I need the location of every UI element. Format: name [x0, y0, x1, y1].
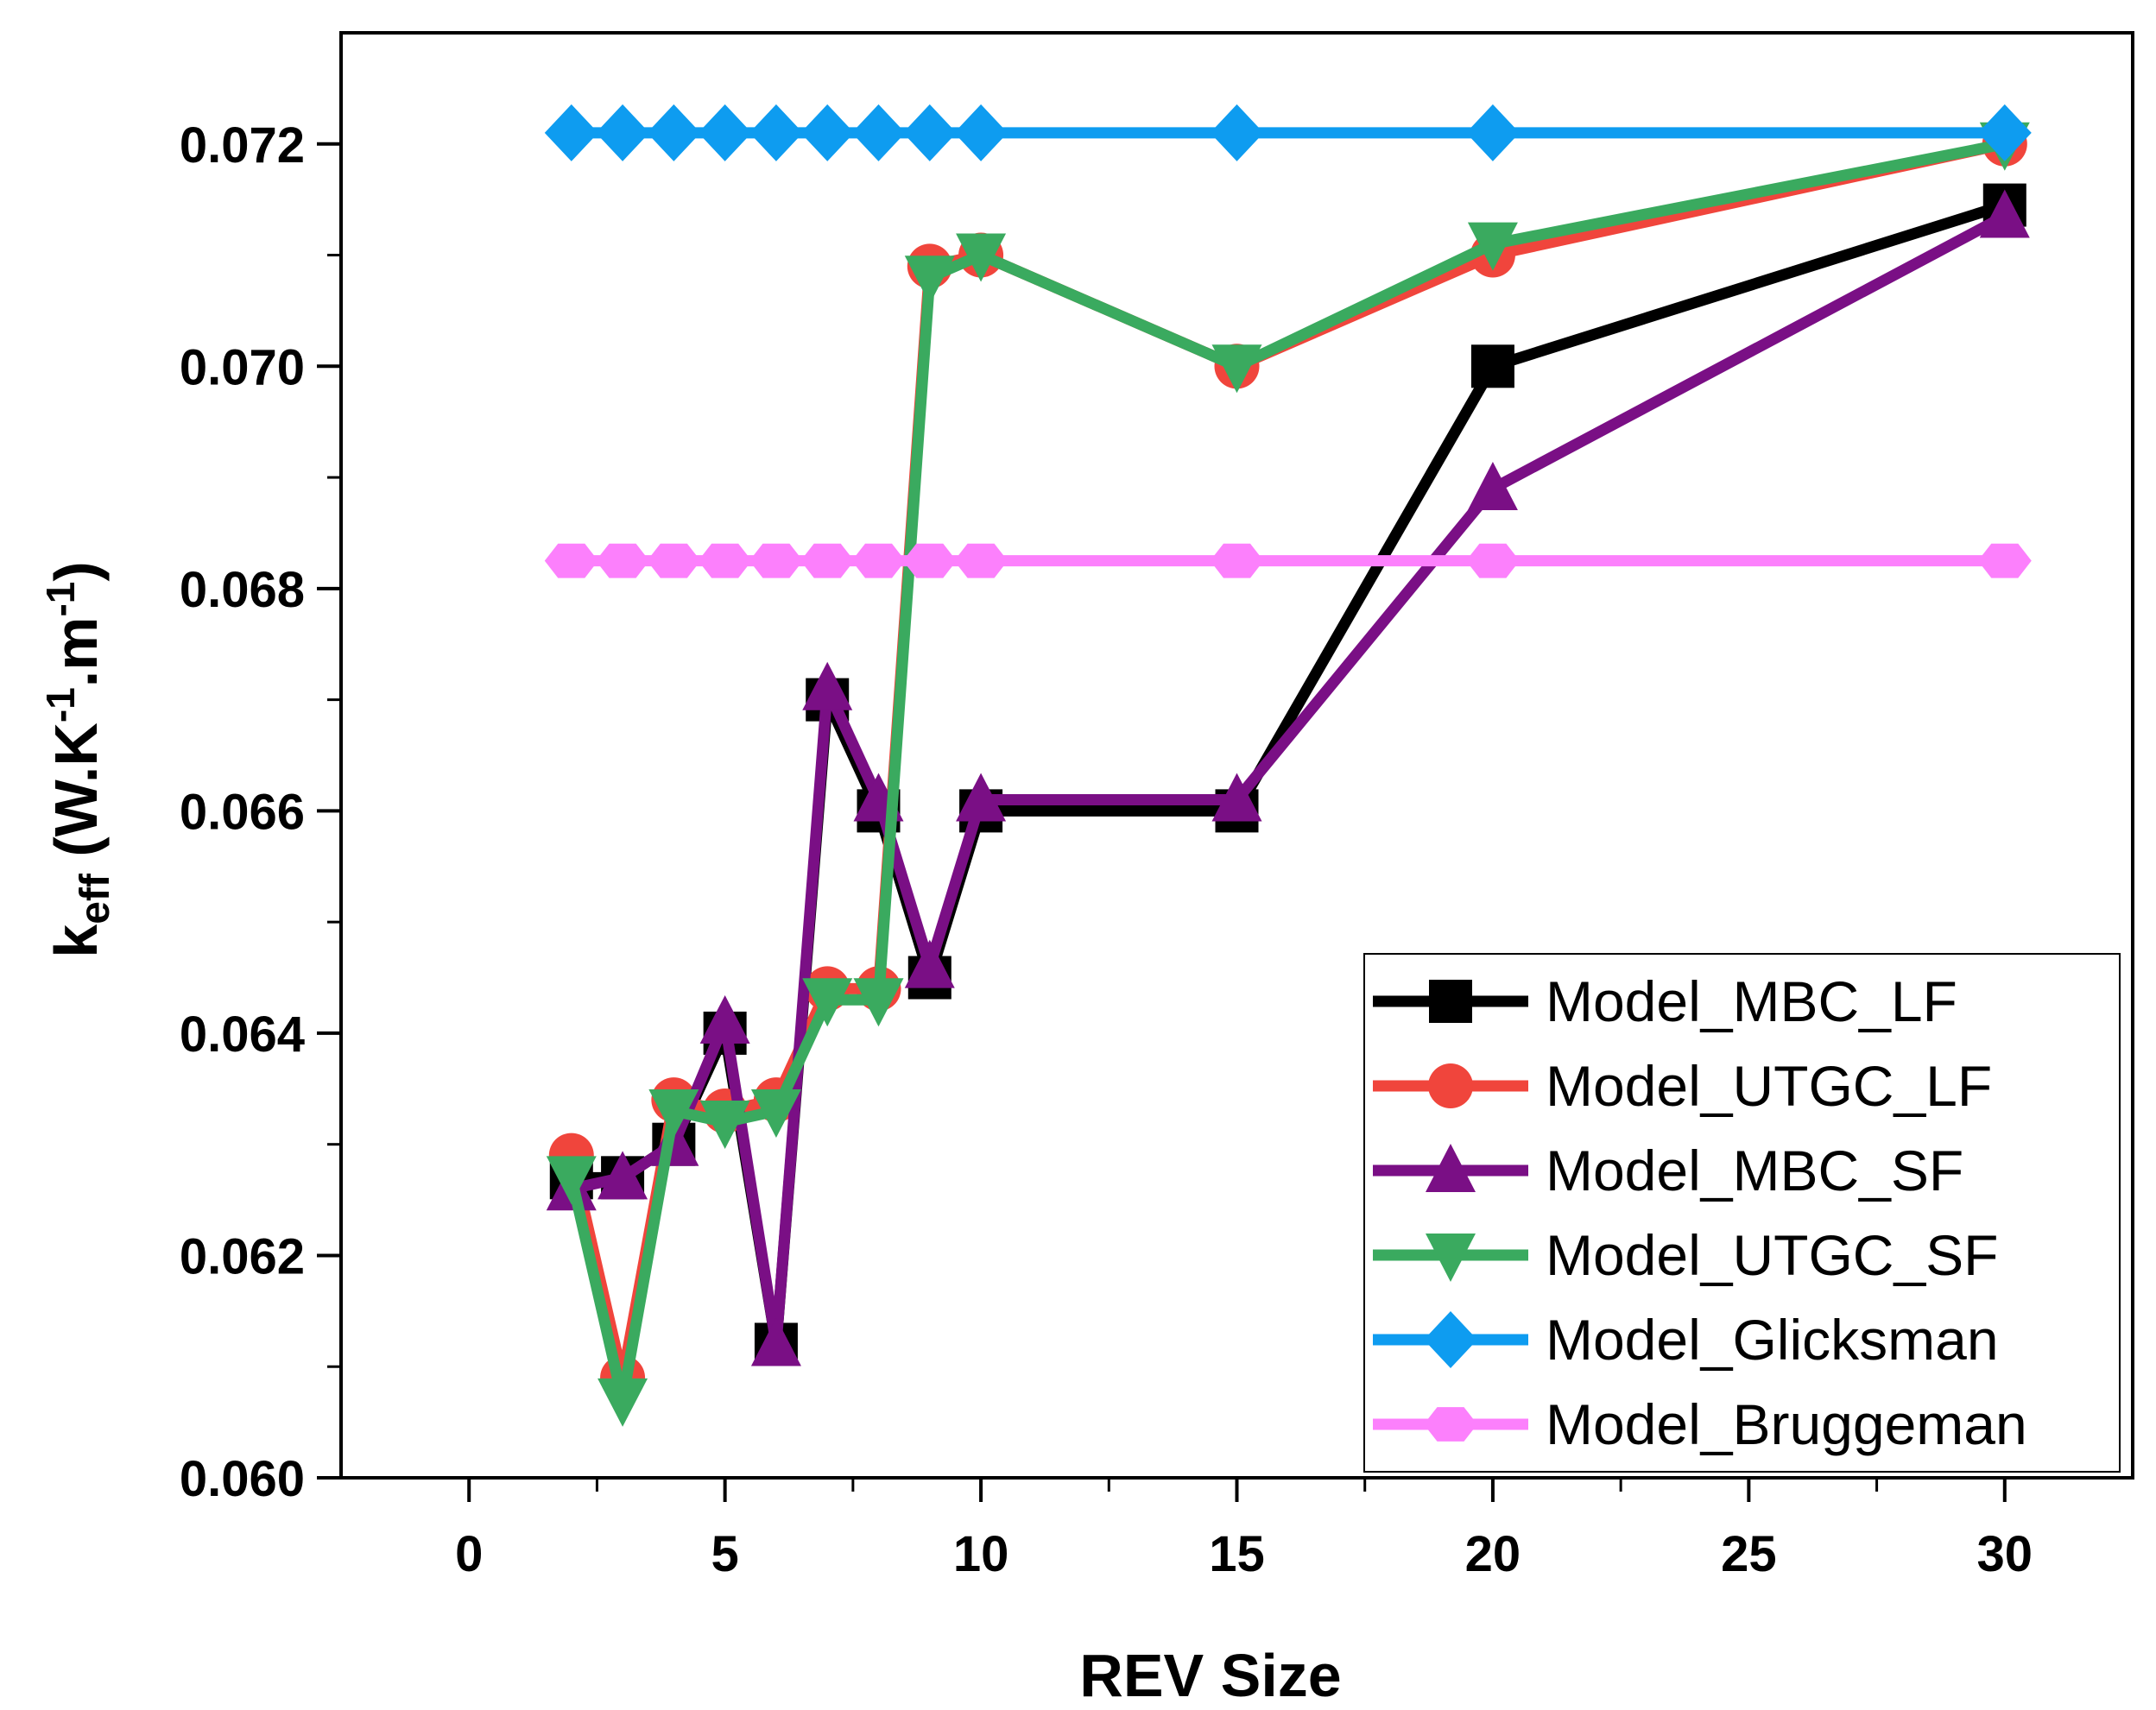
y-axis-ticks: 0.060 0.062 0.064 0.066 0.068 0.070 0.072 — [180, 117, 341, 1507]
data-point — [956, 773, 1007, 822]
data-point — [699, 1100, 750, 1149]
data-point — [1211, 773, 1262, 822]
y-axis-title-exp1: -1 — [38, 687, 83, 722]
series-line — [566, 138, 2007, 1406]
legend-item: Model_Bruggeman — [1373, 1392, 2027, 1456]
legend-item: Model_UTGC_SF — [1373, 1223, 1999, 1287]
data-point — [851, 543, 906, 578]
legend-label: Model_UTGC_LF — [1546, 1054, 1992, 1118]
data-point — [1467, 461, 1518, 510]
x-tick-label: 20 — [1465, 1526, 1521, 1582]
data-point — [800, 543, 855, 578]
legend-label: Model_MBC_SF — [1546, 1139, 1963, 1202]
y-axis-title-main: k — [42, 924, 110, 958]
data-point — [699, 995, 750, 1044]
y-tick-label: 0.072 — [180, 117, 305, 174]
legend-item: Model_Glicksman — [1373, 1308, 1999, 1372]
legend-marker — [1426, 1234, 1476, 1282]
data-point — [1467, 222, 1518, 271]
data-point — [1465, 104, 1520, 161]
data-point — [802, 978, 853, 1027]
data-point — [647, 543, 701, 578]
legend-marker — [1426, 1144, 1476, 1192]
data-point — [902, 104, 957, 161]
data-point — [648, 1089, 699, 1139]
data-point — [851, 104, 906, 161]
legend-marker — [1424, 1311, 1477, 1368]
legend-label: Model_MBC_LF — [1546, 969, 1957, 1033]
legend-marker — [1424, 1407, 1477, 1442]
x-axis-title: REV Size — [1079, 1642, 1341, 1709]
series-Model_UTGC_SF — [546, 122, 2030, 1427]
x-axis-ticks: 0 5 10 15 20 25 30 — [455, 1478, 2033, 1582]
y-axis-title-unit-suffix: ) — [42, 561, 110, 581]
data-point — [597, 1151, 648, 1200]
legend-label: Model_Bruggeman — [1546, 1392, 2027, 1456]
data-point — [596, 543, 650, 578]
y-tick-label: 0.068 — [180, 562, 305, 618]
series-Model_Bruggeman — [544, 543, 2032, 578]
legend-label: Model_Glicksman — [1546, 1308, 1999, 1372]
data-point — [1977, 104, 2032, 161]
data-point — [853, 978, 904, 1027]
data-point — [1470, 344, 1514, 388]
data-point — [647, 104, 701, 161]
y-axis-title-unit-mid: .m — [42, 617, 110, 688]
data-point — [904, 256, 955, 305]
y-axis-title: keff (W.K-1.m-1) — [38, 561, 118, 957]
data-point — [1210, 104, 1264, 161]
data-point — [596, 104, 650, 161]
data-point — [597, 1378, 648, 1427]
y-axis-title-exp2: -1 — [38, 582, 83, 617]
data-point — [1211, 344, 1262, 394]
x-tick-label: 10 — [953, 1526, 1009, 1582]
data-point — [544, 543, 598, 578]
x-tick-label: 0 — [455, 1526, 483, 1582]
y-tick-label: 0.066 — [180, 784, 305, 840]
data-point — [750, 1317, 801, 1366]
legend-item: Model_UTGC_LF — [1373, 1054, 1992, 1118]
data-point — [698, 104, 752, 161]
y-tick-label: 0.064 — [180, 1006, 305, 1063]
legend-marker — [1428, 1063, 1473, 1108]
data-point — [954, 543, 1008, 578]
data-point — [749, 104, 803, 161]
y-tick-label: 0.070 — [180, 339, 305, 395]
y-tick-label: 0.062 — [180, 1228, 305, 1284]
legend-box — [1363, 953, 2121, 1473]
data-point — [1210, 543, 1264, 578]
data-point — [1977, 543, 2032, 578]
data-point — [902, 543, 957, 578]
x-tick-label: 5 — [711, 1526, 739, 1582]
y-axis-title-sub: eff — [73, 873, 118, 924]
data-point — [698, 543, 752, 578]
data-point — [802, 661, 853, 710]
legend: Model_MBC_LF Model_UTGC_LF Model_MBC_SF Mod… — [1363, 953, 2121, 1473]
data-point — [956, 233, 1007, 282]
data-point — [800, 104, 855, 161]
data-point — [546, 1156, 597, 1205]
legend-item: Model_MBC_SF — [1373, 1139, 1963, 1202]
data-point — [750, 1089, 801, 1139]
data-point — [1979, 189, 2030, 238]
y-tick-label: 0.060 — [180, 1451, 305, 1507]
legend-marker — [1429, 980, 1472, 1023]
series-Model_Glicksman — [544, 104, 2032, 161]
y-axis-title-unit-prefix: (W.K — [42, 722, 110, 874]
x-tick-label: 15 — [1209, 1526, 1265, 1582]
data-point — [954, 104, 1008, 161]
legend-label: Model_UTGC_SF — [1546, 1223, 1999, 1287]
data-point — [904, 939, 955, 988]
data-point — [749, 543, 803, 578]
x-tick-label: 25 — [1721, 1526, 1777, 1582]
series-layer — [544, 104, 2032, 1427]
x-tick-label: 30 — [1977, 1526, 2033, 1582]
data-point — [544, 104, 598, 161]
legend-item: Model_MBC_LF — [1373, 969, 1957, 1033]
data-point — [1465, 543, 1520, 578]
